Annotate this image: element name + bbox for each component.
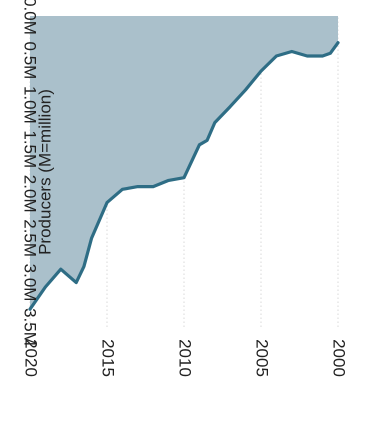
y-tick-label-0.5M: 0.5M [21,42,40,80]
chart-rotated-group: 2000 2005 2010 2015 2020 0.0M 0.5M 1.0M 1.5M 2.0M… [21,0,349,377]
x-tick-label-2020: 2020 [22,339,41,377]
x-tick-label-2015: 2015 [99,339,118,377]
series-line [28,41,340,311]
y-tick-label-2.0M: 2.0M [21,175,40,213]
x-tick-label-2010: 2010 [176,339,195,377]
area-fill [30,16,338,310]
y-tick-label-1.0M: 1.0M [21,86,40,124]
x-tick-label-2000: 2000 [330,339,349,377]
x-tick-label-2005: 2005 [253,339,272,377]
y-tick-label-3.0M: 3.0M [21,264,40,302]
y-tick-label-2.5M: 2.5M [21,219,40,257]
y-axis-label: Producers (M=million) [35,89,54,255]
y-tick-label-3.5M: 3.5M [21,308,40,346]
y-tick-label-0.0M: 0.0M [21,0,40,35]
y-tick-label-1.5M: 1.5M [21,130,40,168]
